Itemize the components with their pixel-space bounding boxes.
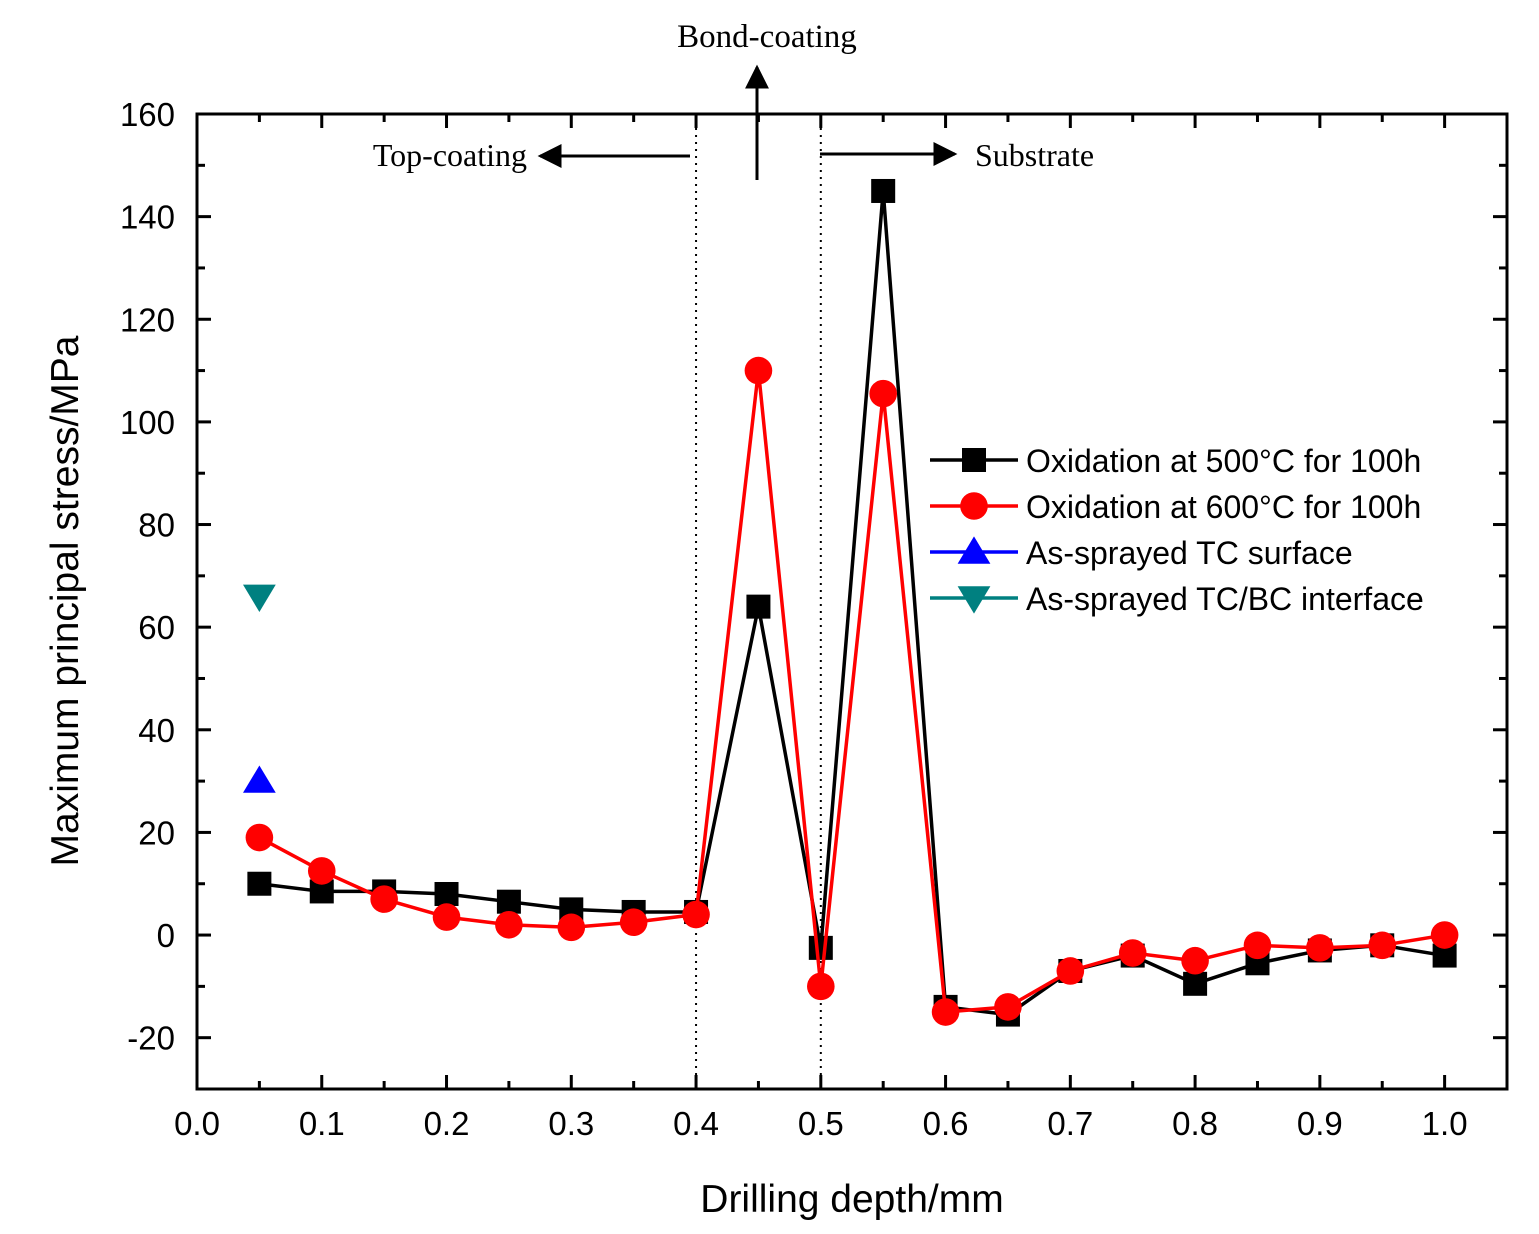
y-tick-label: 80 xyxy=(138,507,175,544)
legend-item: Oxidation at 600°C for 100h xyxy=(930,489,1421,525)
data-point xyxy=(1056,957,1085,985)
x-tick-label: 0.3 xyxy=(548,1105,594,1142)
data-point xyxy=(1368,931,1397,960)
legend-item: As-sprayed TC surface xyxy=(930,535,1353,571)
data-point xyxy=(871,178,896,203)
legend-item: As-sprayed TC/BC interface xyxy=(930,581,1424,617)
legend-marker xyxy=(960,492,988,520)
legend-label: Oxidation at 600°C for 100h xyxy=(1026,489,1421,525)
y-axis: -20 0 20 40 60 80 100 120 140 160 xyxy=(120,96,1507,1091)
y-tick-label: 60 xyxy=(138,609,175,646)
legend: Oxidation at 500°C for 100h Oxidation at … xyxy=(930,443,1424,617)
y-tick-label: 140 xyxy=(120,199,175,236)
data-point xyxy=(744,356,773,385)
y-tick-label: 40 xyxy=(138,712,175,749)
data-point xyxy=(370,885,398,913)
data-point xyxy=(432,903,461,931)
data-point xyxy=(746,594,771,619)
x-tick-label: 1.0 xyxy=(1422,1105,1468,1142)
data-point xyxy=(931,998,960,1026)
data-point xyxy=(1306,934,1334,962)
data-point xyxy=(994,993,1022,1021)
legend-label: As-sprayed TC surface xyxy=(1026,535,1353,571)
x-tick-label: 0.4 xyxy=(673,1105,719,1142)
data-point xyxy=(807,972,835,1001)
data-point xyxy=(619,908,648,937)
legend-item: Oxidation at 500°C for 100h xyxy=(930,443,1421,479)
x-tick-label: 0.2 xyxy=(424,1105,470,1142)
legend-marker xyxy=(957,536,991,564)
legend-label: As-sprayed TC/BC interface xyxy=(1026,581,1424,617)
data-point xyxy=(1118,939,1147,967)
data-point xyxy=(1243,931,1272,960)
plot-area xyxy=(243,178,1459,1027)
y-tick-label: 100 xyxy=(120,404,175,441)
x-tick-label: 0.1 xyxy=(299,1105,345,1142)
data-point xyxy=(245,823,274,852)
x-tick-label: 0.6 xyxy=(923,1105,969,1142)
x-tick-label: 0.8 xyxy=(1172,1105,1218,1142)
data-point xyxy=(434,882,459,906)
series-2 xyxy=(243,765,276,793)
data-point xyxy=(243,765,276,793)
plot-frame xyxy=(195,112,1509,1091)
x-tick-label: 0.0 xyxy=(174,1105,220,1142)
data-point xyxy=(1183,971,1208,996)
y-tick-label: -20 xyxy=(127,1020,175,1057)
data-point xyxy=(1181,946,1209,975)
annotation-bond-coating: Bond-coating xyxy=(677,19,857,55)
legend-marker xyxy=(962,448,986,472)
series-1 xyxy=(245,356,1459,1026)
y-tick-label: 120 xyxy=(120,301,175,338)
series-3 xyxy=(243,584,276,612)
y-tick-label: 0 xyxy=(157,917,175,954)
data-point xyxy=(682,900,710,929)
data-point xyxy=(247,871,272,896)
x-axis: 0.0 0.1 0.2 0.3 0.4 0.5 0.6 0.7 0.8 0.9 1.0 xyxy=(174,114,1468,1142)
data-point xyxy=(495,910,523,939)
legend-marker xyxy=(957,586,991,614)
annotation-substrate: Substrate xyxy=(975,137,1094,173)
annotation-top-coating: Top-coating xyxy=(373,137,527,173)
data-point xyxy=(808,935,833,960)
x-tick-label: 0.7 xyxy=(1047,1105,1093,1142)
data-point xyxy=(557,913,586,942)
data-point xyxy=(869,379,897,408)
x-tick-label: 0.5 xyxy=(798,1105,844,1142)
data-point xyxy=(1430,921,1459,949)
x-axis-label: Drilling depth/mm xyxy=(700,1178,1003,1221)
y-tick-label: 160 xyxy=(120,96,175,133)
data-point xyxy=(243,584,276,612)
legend-label: Oxidation at 500°C for 100h xyxy=(1026,443,1421,479)
y-axis-label: Maximum principal stress/MPa xyxy=(44,335,87,866)
data-point xyxy=(307,857,336,885)
data-point xyxy=(496,889,521,914)
y-tick-label: 20 xyxy=(138,814,175,851)
x-tick-label: 0.9 xyxy=(1297,1105,1343,1142)
